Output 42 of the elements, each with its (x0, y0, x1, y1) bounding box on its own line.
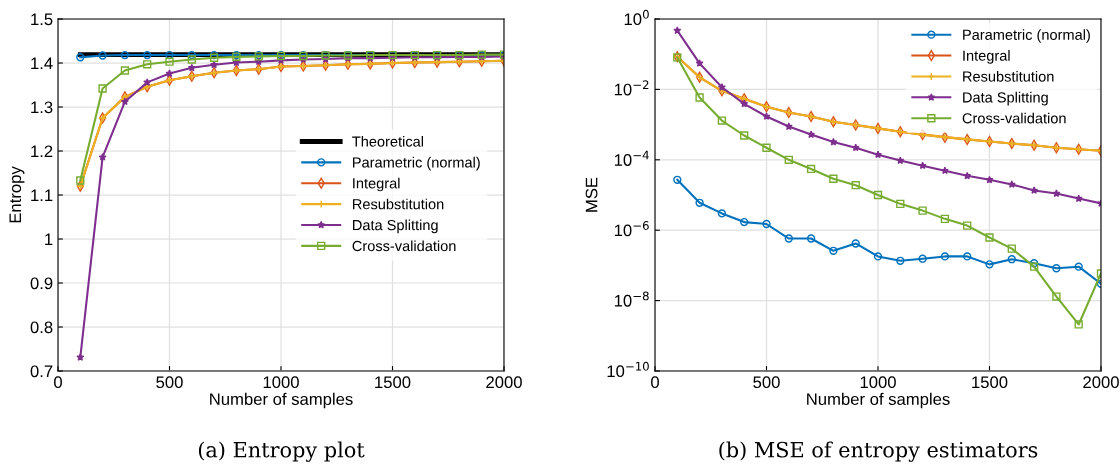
y-tick-label: 1.5 (31, 13, 53, 26)
legend-label: Parametric (normal) (963, 29, 1090, 43)
y-tick-label: 1.1 (31, 189, 53, 202)
legend-label: Resubstitution (963, 70, 1054, 82)
x-tick-label: 1500 (375, 376, 411, 389)
x-axis-title: Number of samples (210, 392, 353, 409)
y-axis-title: Entropy (9, 166, 25, 223)
y-tick-label: 0.9 (30, 277, 53, 290)
x-tick-label: 1500 (972, 376, 1008, 389)
x-axis-title: Number of samples (807, 392, 950, 409)
y-tick-label: 10$^{−2}$ (614, 80, 649, 96)
x-tick-label: 0 (651, 376, 659, 389)
x-tick-label: 500 (156, 376, 183, 389)
legend-label: Resubstitution (353, 198, 444, 210)
x-tick-label: 0 (54, 376, 62, 389)
y-tick-label: 1.4 (31, 57, 53, 70)
y-tick-label: 10$^{−6}$ (614, 221, 649, 237)
y-tick-label: 1.3 (31, 101, 53, 114)
x-tick-label: 1000 (860, 376, 896, 389)
legend-label: Cross-validation (352, 240, 456, 252)
y-tick-label: 10$^{0}$ (624, 9, 649, 26)
y-tick-label: 10$^{−8}$ (614, 291, 649, 307)
legend-label: Integral (353, 177, 400, 192)
y-tick-label: 1 (45, 233, 53, 246)
x-tick-label: 2000 (1083, 376, 1119, 389)
y-tick-label: 10$^{−4}$ (614, 150, 649, 166)
x-tick-label: 1000 (263, 376, 299, 389)
legend-label: Integral (963, 50, 1010, 64)
legend-label: Parametric (normal) (353, 156, 480, 171)
y-tick-label: 0.8 (30, 321, 53, 334)
text: (a) Entropy plot (198, 441, 365, 462)
legend-label: Theoretical (352, 135, 423, 147)
x-tick-label: 2000 (486, 376, 522, 389)
legend-label: Data Splitting (963, 91, 1048, 106)
y-tick-label: 1.2 (31, 145, 53, 158)
legend-label: Data Splitting (353, 219, 438, 234)
y-tick-label: 10$^{−10}$ (607, 361, 649, 378)
legend-label: Cross-validation (962, 112, 1066, 124)
y-tick-label: 0.7 (30, 365, 53, 378)
x-tick-label: 500 (753, 376, 780, 389)
y-axis-title: MSE (585, 177, 598, 212)
text: (b) MSE of entropy estimators (719, 441, 1038, 462)
